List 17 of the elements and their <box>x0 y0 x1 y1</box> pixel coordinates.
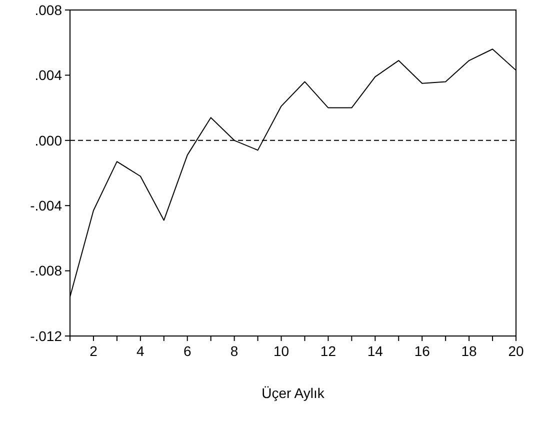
x-tick-label: 18 <box>461 343 478 359</box>
y-tick-label: .004 <box>34 67 62 84</box>
x-tick-label: 2 <box>90 343 98 359</box>
x-axis-title: Üçer Aylık <box>262 385 326 401</box>
y-tick-label: -.008 <box>30 262 62 279</box>
y-tick-label: .008 <box>34 2 62 18</box>
x-tick-label: 12 <box>320 343 336 359</box>
x-tick-label: 10 <box>273 343 290 359</box>
y-tick-label: .000 <box>34 132 62 148</box>
x-tick-label: 8 <box>230 343 238 359</box>
x-tick-label: 14 <box>367 343 384 359</box>
y-tick-label: -.012 <box>30 328 62 344</box>
x-tick-label: 20 <box>508 343 524 359</box>
x-tick-label: 16 <box>414 343 430 359</box>
x-tick-label: 4 <box>136 343 145 359</box>
x-tick-label: 6 <box>183 343 192 359</box>
y-tick-label: -.004 <box>30 198 62 214</box>
